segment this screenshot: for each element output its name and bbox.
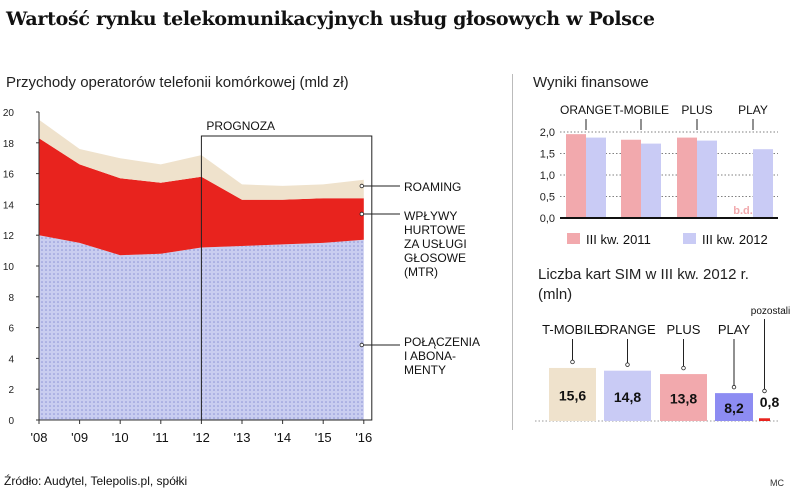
y-tick-label: 20 xyxy=(3,108,15,119)
sim-bar xyxy=(660,374,707,421)
fin-category-label: PLUS xyxy=(681,103,712,117)
fin-category-label: ORANGE xyxy=(560,103,612,117)
y-tick-label: 4 xyxy=(8,354,14,365)
fin-bar xyxy=(621,139,641,218)
fin-legend-swatch xyxy=(567,233,580,244)
sim-chart-title: Liczba kart SIM w III kw. 2012 r. xyxy=(538,266,749,283)
x-tick-label: '15 xyxy=(315,430,332,445)
page-title: Wartość rynku telekomunikacyjnych usług … xyxy=(6,8,655,30)
x-tick-label: '12 xyxy=(193,430,210,445)
revenue-area-chart: 0 2 4 6 8 10 12 14 16 18 20 '08 '09 '10 '11 '12 '13 '14 '1… xyxy=(3,108,480,445)
sim-connector-dot xyxy=(625,362,630,367)
series-label: (MTR) xyxy=(404,265,438,279)
sim-category-label: ORANGE xyxy=(599,322,656,337)
y-tick-label: 18 xyxy=(3,139,15,150)
x-tick-label: '16 xyxy=(355,430,372,445)
fin-y-tick-label: 1,0 xyxy=(540,170,555,182)
sim-value-label: 13,8 xyxy=(670,391,697,407)
series-label: ROAMING xyxy=(404,180,461,194)
series-label: WPŁYWY xyxy=(404,209,457,223)
sim-value-label: 14,8 xyxy=(614,389,641,405)
x-tick-label: '08 xyxy=(31,430,48,445)
series-label: ZA USŁUGI xyxy=(404,237,467,251)
sim-category-label: pozostali xyxy=(751,306,790,317)
sim-bar xyxy=(604,370,651,421)
fin-bar xyxy=(697,140,717,218)
fin-category-label: T-MOBILE xyxy=(613,103,669,117)
y-tick-label: 8 xyxy=(8,293,14,304)
financial-chart-title: Wyniki finansowe xyxy=(533,74,649,91)
y-tick-label: 0 xyxy=(8,416,14,427)
fin-bar xyxy=(641,143,661,218)
fin-legend-swatch xyxy=(683,233,696,244)
series-label: POŁĄCZENIA xyxy=(404,335,480,349)
sim-chart-subtitle: (mln) xyxy=(538,286,573,303)
fin-legend-label: III kw. 2011 xyxy=(586,232,651,247)
series-label: GŁOSOWE xyxy=(404,251,466,265)
x-tick-label: '10 xyxy=(112,430,129,445)
author-initials: MC xyxy=(770,478,784,488)
financial-bar-chart: 0,0 0,5 1,0 1,5 2,0 ORANGE T-MOBILE PLUS PLAY b.d… xyxy=(540,103,778,247)
sim-value-label: 15,6 xyxy=(559,387,586,403)
sim-connector-dot xyxy=(570,359,575,365)
x-tick-label: '13 xyxy=(234,430,251,445)
fin-bar xyxy=(566,134,586,218)
y-tick-label: 2 xyxy=(8,385,14,396)
sim-value-label: 8,2 xyxy=(724,400,744,416)
fin-y-tick-label: 0,0 xyxy=(540,213,555,225)
forecast-box xyxy=(200,135,373,421)
y-tick-label: 16 xyxy=(3,170,15,181)
sim-connector-dot xyxy=(731,384,737,390)
fin-missing-label: b.d. xyxy=(733,205,753,217)
fin-bar xyxy=(586,137,606,218)
sim-category-label: PLUS xyxy=(667,322,701,337)
sim-category-label: T-MOBILE xyxy=(542,322,603,337)
series-label: I ABONA- xyxy=(404,349,456,363)
series-label: MENTY xyxy=(404,363,446,377)
series-connector-dot xyxy=(359,183,364,189)
fin-category-label: PLAY xyxy=(738,103,768,117)
sim-bar xyxy=(759,418,770,421)
series-connector-dot xyxy=(359,211,364,217)
fin-y-tick-label: 2,0 xyxy=(540,127,555,139)
x-tick-label: '09 xyxy=(71,430,88,445)
y-tick-label: 14 xyxy=(3,200,15,211)
y-tick-label: 6 xyxy=(8,324,14,335)
sim-category-label: PLAY xyxy=(718,322,751,337)
fin-y-tick-label: 0,5 xyxy=(540,192,555,204)
source-note: Źródło: Audytel, Telepolis.pl, spółki xyxy=(4,474,188,488)
y-tick-label: 10 xyxy=(3,262,15,273)
column-divider xyxy=(512,74,513,430)
sim-connector-dot xyxy=(681,365,686,371)
sim-bar xyxy=(549,367,596,421)
series-connector-dot xyxy=(359,342,364,348)
y-tick-label: 12 xyxy=(3,231,15,242)
sim-bar-chart: 15,6 T-MOBILE 14,8 ORANGE 13,8 PLUS 8,2 PLAY 0,8… xyxy=(535,306,790,422)
fin-bar xyxy=(677,137,697,218)
main-chart-title: Przychody operatorów telefonii komórkowe… xyxy=(6,74,349,91)
x-tick-label: '14 xyxy=(274,430,291,445)
sim-connector-dot xyxy=(762,388,767,394)
series-label: HURTOWE xyxy=(404,223,466,237)
x-tick-label: '11 xyxy=(153,430,169,445)
fin-y-tick-label: 1,5 xyxy=(540,149,555,161)
sim-value-label: 0,8 xyxy=(760,394,780,410)
sim-bar xyxy=(715,393,753,421)
fin-legend-label: III kw. 2012 xyxy=(702,232,768,247)
fin-bar xyxy=(753,149,773,218)
forecast-label: PROGNOZA xyxy=(206,119,275,133)
